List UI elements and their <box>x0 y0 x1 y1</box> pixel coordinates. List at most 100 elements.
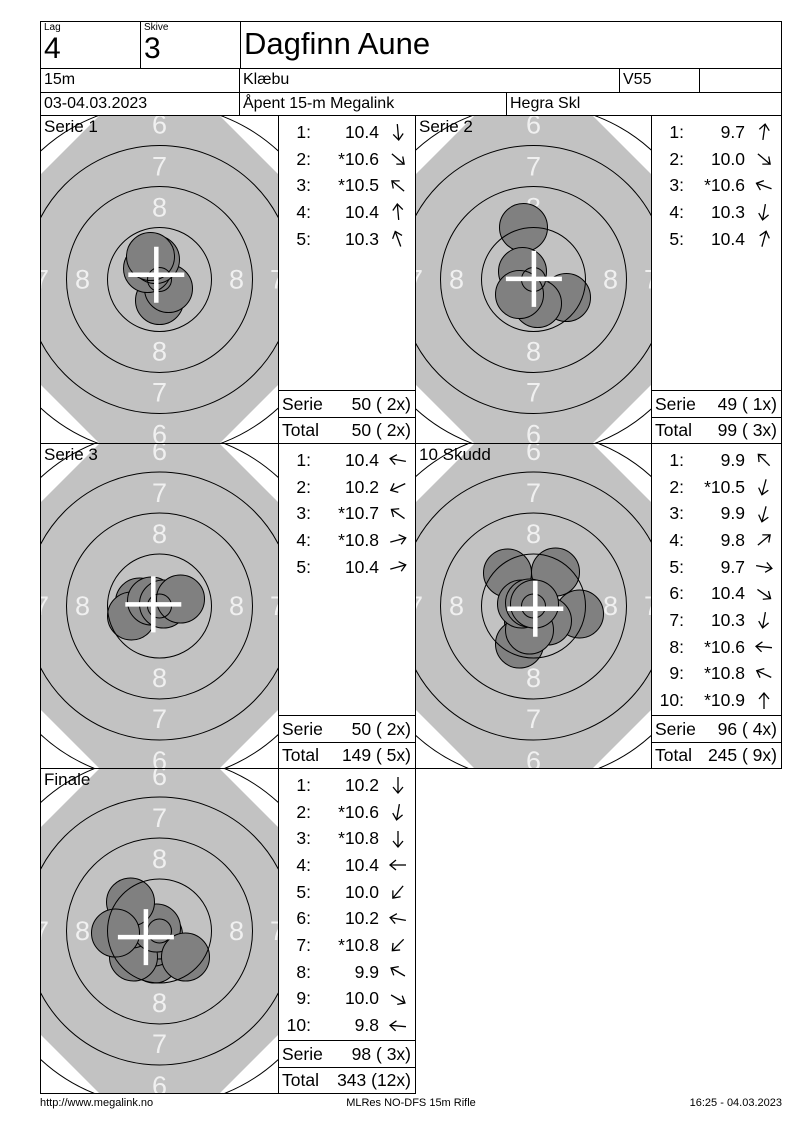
ring-number-label: 8 <box>526 337 541 367</box>
total-sum-row: Total 149 ( 5x) <box>279 742 415 768</box>
total-label: Total <box>282 420 319 440</box>
serie-value: 98 ( 3x) <box>351 1043 411 1064</box>
target-face: 6 7 8 8 8 7 7 8 7 6 Serie 3 <box>41 444 278 768</box>
shot-row: 10: 9.8 <box>279 1012 415 1039</box>
serie-label: Serie <box>655 393 696 414</box>
ring-number-label: 8 <box>75 265 90 295</box>
ring-number-label: 6 <box>152 769 167 791</box>
direction-arrow-icon <box>757 453 771 467</box>
direction-arrow-icon <box>755 641 773 653</box>
shot-direction-arrow <box>747 529 781 551</box>
shot-list: 1: 9.7 2: 10.0 3: *10.6 4: 10.3 5: 10.4 Serie 49 ( … <box>651 116 781 443</box>
shot-direction-arrow <box>747 175 781 197</box>
shot-score: *10.6 <box>704 175 745 196</box>
ring-number-label: 7 <box>526 478 541 508</box>
shot-row: 1: 10.4 <box>279 119 415 146</box>
ring-number-label: 8 <box>603 265 618 295</box>
shot-number: 5: <box>296 881 311 902</box>
shot-score: 9.9 <box>720 449 745 470</box>
serie-label: Serie <box>282 1043 323 1064</box>
ring-number-label: 6 <box>152 746 167 768</box>
shot-number: 4: <box>296 201 311 222</box>
shot-row: 2: 10.2 <box>279 474 415 501</box>
direction-arrow-icon <box>756 562 773 573</box>
shot-number: 1: <box>296 774 311 795</box>
shot-score: 10.4 <box>344 556 379 577</box>
direction-arrow-icon <box>759 230 770 247</box>
shot-direction-arrow <box>381 854 415 876</box>
lag-label: Lag <box>44 22 61 33</box>
direction-arrow-icon <box>392 230 403 247</box>
shooter-name: Dagfinn Aune <box>244 26 431 61</box>
direction-arrow-icon <box>392 885 404 899</box>
shot-score: *10.8 <box>338 529 379 550</box>
serie-value: 50 ( 2x) <box>351 718 411 739</box>
footer-url: http://www.megalink.no <box>40 1097 154 1109</box>
scoring-ring <box>440 512 627 700</box>
ring-number-label: 7 <box>152 704 167 734</box>
shot-direction-arrow <box>747 121 781 143</box>
scoring-ring <box>416 471 651 741</box>
shot-direction-arrow <box>381 908 415 930</box>
total-value: 50 ( 2x) <box>351 420 411 440</box>
direction-arrow-icon <box>390 507 405 519</box>
panel-10-skudd: 678887787610 Skudd1:9.92:*10.53:9.94:9.8… <box>415 443 782 769</box>
skive-cell: Skive 3 <box>141 22 241 68</box>
shot-score: *10.6 <box>704 636 745 657</box>
ring-number-label: 8 <box>603 591 618 621</box>
shot-number: 4: <box>669 529 684 550</box>
spacer <box>279 580 415 715</box>
direction-arrow-icon <box>757 588 772 600</box>
skive-value: 3 <box>144 32 161 65</box>
direction-arrow-icon <box>758 204 769 222</box>
direction-arrow-icon <box>392 777 404 795</box>
panel-title: Finale <box>44 770 91 789</box>
shot-number: 3: <box>669 503 684 524</box>
shot-number: 3: <box>296 175 311 196</box>
shot-direction-arrow <box>381 934 415 956</box>
shot-score: *10.5 <box>338 175 379 196</box>
shot-number: 2: <box>296 148 311 169</box>
ring-number-label: 7 <box>644 265 651 295</box>
serie-label: Serie <box>282 718 323 739</box>
serie-sum-row: Serie 96 ( 4x) <box>652 715 781 742</box>
shot-row: 2: *10.6 <box>279 146 415 173</box>
direction-arrow-icon <box>758 479 769 496</box>
shot-direction-arrow <box>747 148 781 170</box>
ring-number-label: 8 <box>152 337 167 367</box>
shot-number: 6: <box>296 908 311 929</box>
scoring-ring <box>107 878 212 984</box>
shot-direction-arrow <box>381 529 415 551</box>
shot-score: 10.0 <box>344 881 379 902</box>
scoring-ring <box>481 227 586 332</box>
shot-direction-arrow <box>381 121 415 143</box>
shot-direction-arrow <box>381 556 415 578</box>
shot-direction-arrow <box>381 774 415 796</box>
direction-arrow-icon <box>390 966 406 977</box>
shot-score: 9.8 <box>720 529 745 550</box>
ring-number-label: 8 <box>152 519 167 549</box>
ring-number-label: 7 <box>41 916 49 946</box>
skive-label: Skive <box>144 22 169 33</box>
ring-number-label: 7 <box>270 916 278 946</box>
ring-number-label: 8 <box>229 265 244 295</box>
class: V55 <box>620 69 700 92</box>
shot-number: 7: <box>669 609 684 630</box>
shot-number: 4: <box>296 854 311 875</box>
ring-number-label: 7 <box>152 1029 167 1059</box>
shot-score: 9.9 <box>354 961 379 982</box>
serie-sum-row: Serie 98 ( 3x) <box>279 1040 415 1067</box>
shot-number: 6: <box>669 583 684 604</box>
shot-number: 10: <box>286 1015 311 1036</box>
total-value: 99 ( 3x) <box>717 420 777 440</box>
direction-arrow-icon <box>389 483 406 494</box>
ring-number-label: 7 <box>644 591 651 621</box>
shot-score: 9.9 <box>720 503 745 524</box>
shot-number: 2: <box>296 476 311 497</box>
ring-number-label: 8 <box>152 844 167 874</box>
ring-number-label: 6 <box>152 1071 167 1093</box>
date-range: 03-04.03.2023 <box>41 93 240 115</box>
direction-arrow-icon <box>392 203 404 221</box>
shot-row: 4: 10.3 <box>652 199 781 226</box>
ring-number-label: 7 <box>526 704 541 734</box>
